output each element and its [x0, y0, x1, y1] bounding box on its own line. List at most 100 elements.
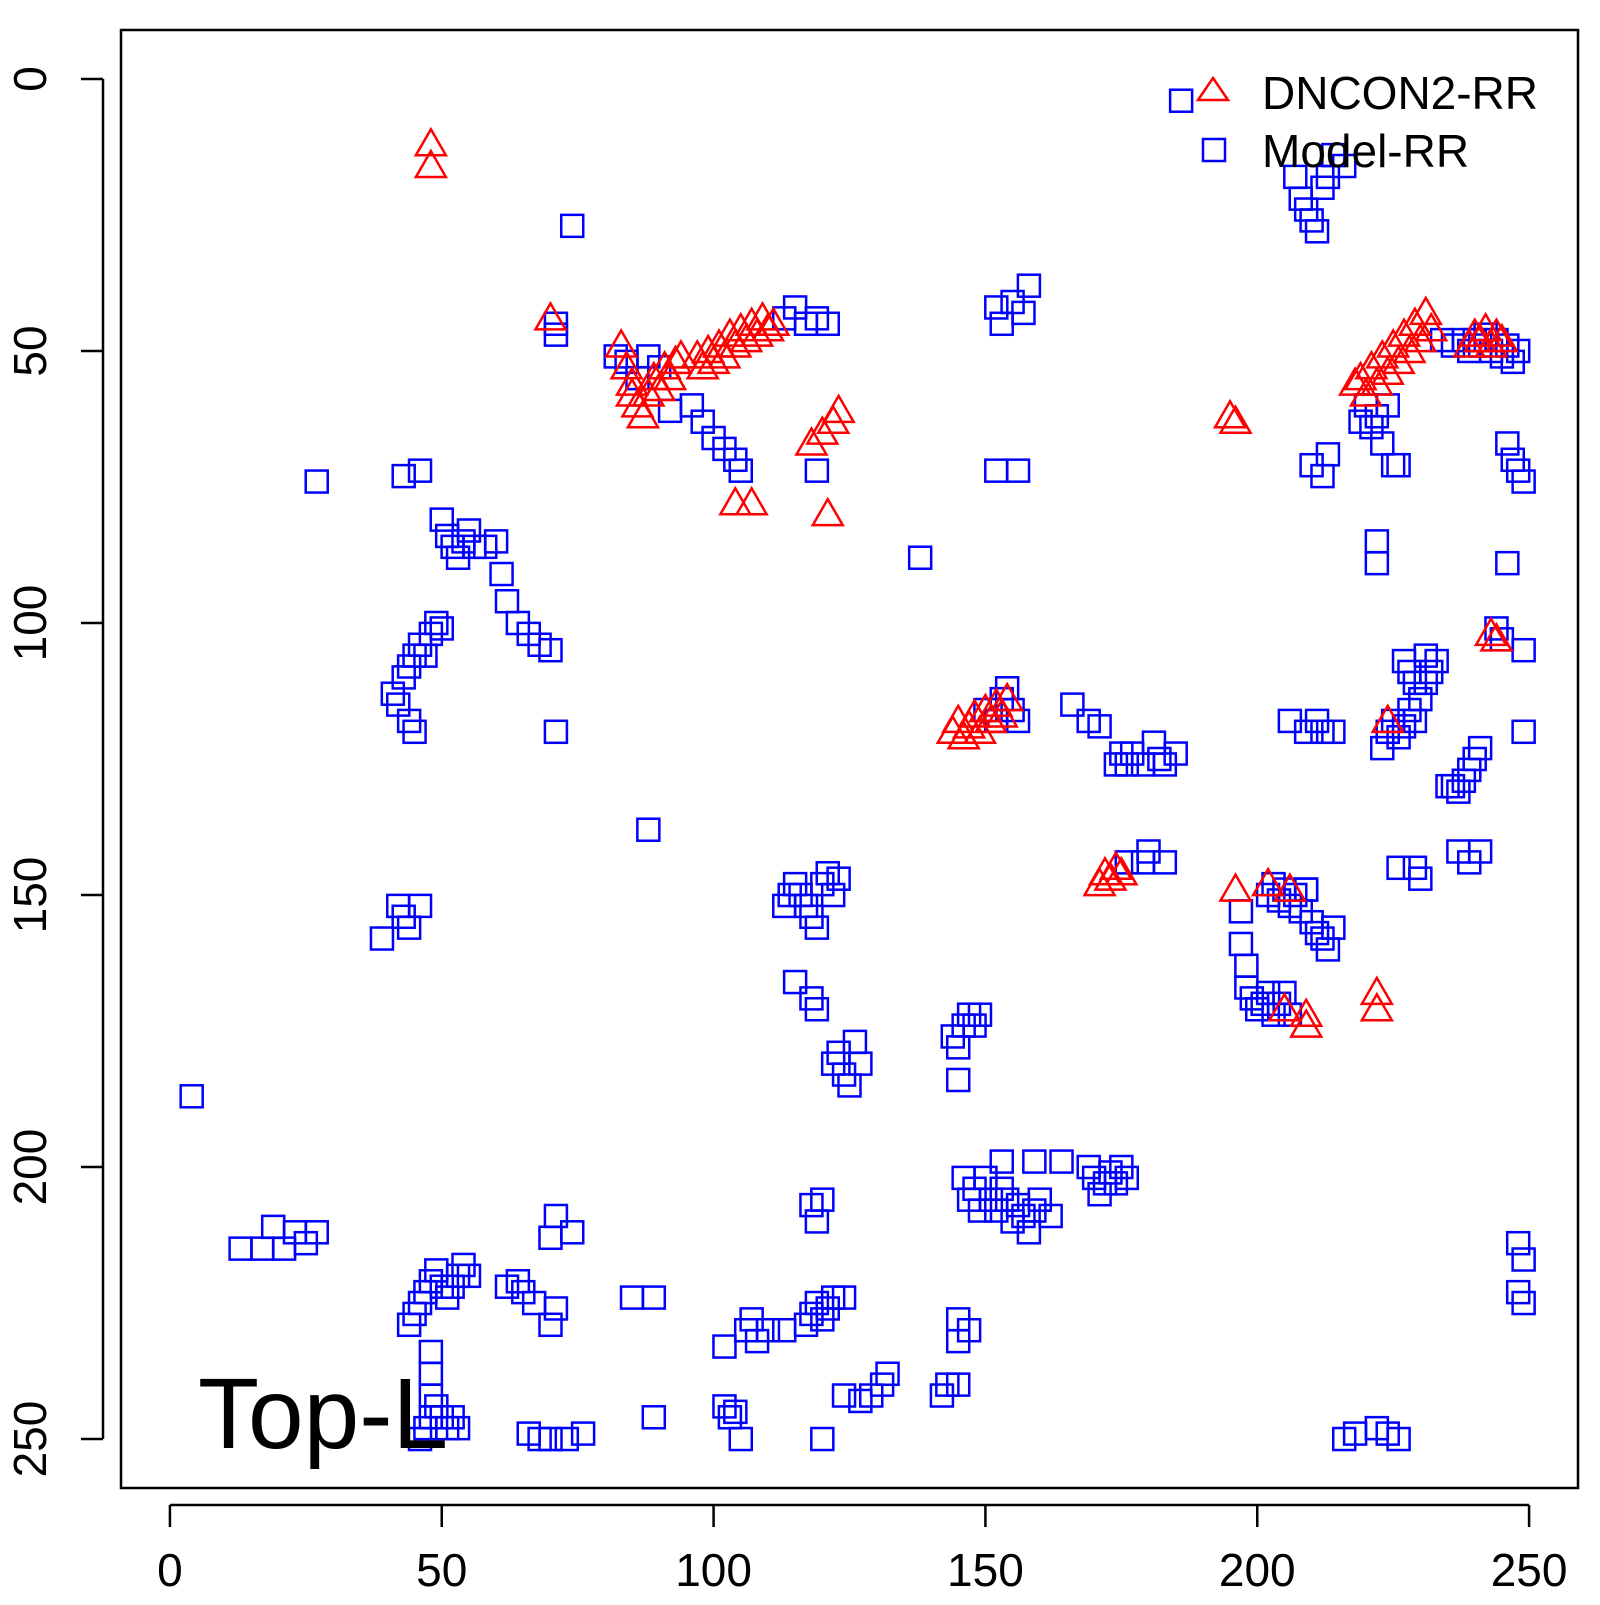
model-rr-point: [723, 1399, 748, 1425]
model-rr-point: [1022, 1149, 1047, 1174]
dncon2-rr-point: [1272, 872, 1308, 902]
dncon2-rr-point: [973, 703, 1009, 734]
dncon2-rr-point: [658, 344, 693, 375]
dncon2-rr-point: [1218, 404, 1253, 434]
model-rr-point: [810, 1426, 835, 1452]
model-rr-point: [543, 1296, 569, 1321]
model-rr-point: [782, 969, 808, 995]
model-rr-point: [1408, 686, 1433, 712]
model-rr-point: [1152, 850, 1178, 875]
model-rr-point: [489, 561, 514, 587]
model-rr-point: [1049, 1149, 1074, 1174]
model-rr-point: [1386, 855, 1411, 881]
x-tick-label: 100: [675, 1544, 752, 1596]
model-rr-point: [848, 1051, 873, 1076]
model-rr-point: [402, 719, 427, 745]
model-rr-point: [559, 213, 585, 239]
model-rr-point: [804, 458, 830, 483]
x-tick-label: 50: [416, 1544, 467, 1596]
model-rr-point: [1408, 866, 1433, 891]
legend-triangle-marker: [1195, 75, 1231, 102]
x-tick-label: 200: [1219, 1544, 1296, 1596]
dncon2-rr-point: [756, 306, 791, 337]
model-rr-point: [875, 1361, 900, 1387]
dncon2-rr-point: [739, 317, 775, 347]
model-rr-point: [554, 1426, 580, 1452]
model-rr-point: [543, 322, 569, 347]
model-rr-point: [984, 458, 1009, 483]
dncon2-rr-point: [1484, 322, 1520, 353]
dncon2-rr-point: [1267, 991, 1302, 1022]
dncon2-rr-point: [696, 344, 731, 375]
x-tick-label: 0: [157, 1544, 183, 1596]
model-rr-point: [1511, 1290, 1536, 1316]
model-rr-point: [989, 1149, 1014, 1174]
model-rr-point: [831, 1285, 857, 1310]
dncon2-rr-point: [614, 366, 650, 396]
model-rr-point: [445, 1415, 471, 1441]
model-rr-point: [1386, 1426, 1411, 1452]
model-rr-point: [641, 1285, 667, 1310]
model-rr-point: [907, 545, 933, 570]
model-rr-point: [1016, 273, 1042, 298]
model-rr-point: [1495, 431, 1520, 456]
y-tick-label: 100: [4, 585, 56, 662]
dncon2-rr-point: [1212, 398, 1248, 429]
dncon2-rr-point: [413, 126, 449, 157]
model-rr-point: [1141, 730, 1167, 755]
model-rr-point: [1228, 899, 1254, 924]
dncon2-rr-point: [1098, 850, 1134, 881]
model-rr-point: [1005, 458, 1031, 483]
model-rr-point: [1147, 746, 1172, 772]
model-rr-point: [429, 616, 455, 641]
plot-frame: [119, 28, 1580, 1490]
model-rr-point: [1038, 1203, 1063, 1229]
dncon2-rr-point: [413, 148, 449, 179]
dncon2-rr-point: [631, 376, 666, 407]
top-l-annotation: Top-L: [198, 1358, 448, 1470]
dncon2-rr-point: [1104, 855, 1139, 886]
model-rr-point: [570, 1421, 596, 1446]
model-rr-point: [429, 507, 455, 532]
model-rr-point: [945, 1372, 971, 1397]
model-rr-point: [179, 1084, 204, 1109]
model-rr-point: [456, 1263, 482, 1289]
dncon2-rr-point: [1359, 975, 1395, 1006]
model-rr-point: [1511, 719, 1536, 745]
model-rr-point: [728, 1426, 754, 1452]
model-rr-point: [1511, 637, 1536, 663]
dncon2-rr-point: [962, 714, 998, 745]
model-rr-point: [1228, 931, 1254, 957]
dncon2-rr-point: [625, 398, 661, 429]
model-rr-point: [1364, 550, 1390, 576]
model-rr-point: [250, 1236, 275, 1261]
dncon2-rr-point: [1414, 311, 1449, 342]
model-rr-point: [1304, 219, 1330, 244]
dncon2-rr-point: [734, 485, 769, 516]
y-tick-label: 50: [4, 325, 56, 376]
model-rr-point: [1364, 529, 1390, 554]
model-rr-point: [831, 1383, 857, 1408]
x-tick-label: 250: [1491, 1544, 1568, 1596]
model-rr-point: [483, 529, 509, 554]
model-rr-point: [538, 1426, 563, 1452]
dncon2-rr-point: [984, 697, 1019, 728]
dncon2-rr-point: [1289, 997, 1324, 1027]
dncon2-rr-point: [750, 311, 786, 342]
model-rr-point: [1087, 714, 1112, 739]
model-rr-point: [810, 1187, 835, 1212]
model-rr-point: [1511, 469, 1536, 494]
dncon2-rr-point: [1479, 317, 1514, 347]
y-tick-label: 200: [4, 1129, 56, 1206]
model-rr-point: [712, 1334, 737, 1359]
dncon2-rr-point: [533, 300, 568, 331]
legend-square-marker: [1201, 137, 1227, 163]
model-rr-point: [1495, 550, 1520, 576]
model-rr-point: [989, 311, 1014, 337]
dncon2-rr-point: [1403, 322, 1438, 353]
y-tick-label: 0: [4, 66, 56, 92]
model-rr-point: [815, 311, 841, 337]
model-rr-point: [1331, 153, 1357, 179]
dncon2-rr-point: [1250, 866, 1286, 897]
